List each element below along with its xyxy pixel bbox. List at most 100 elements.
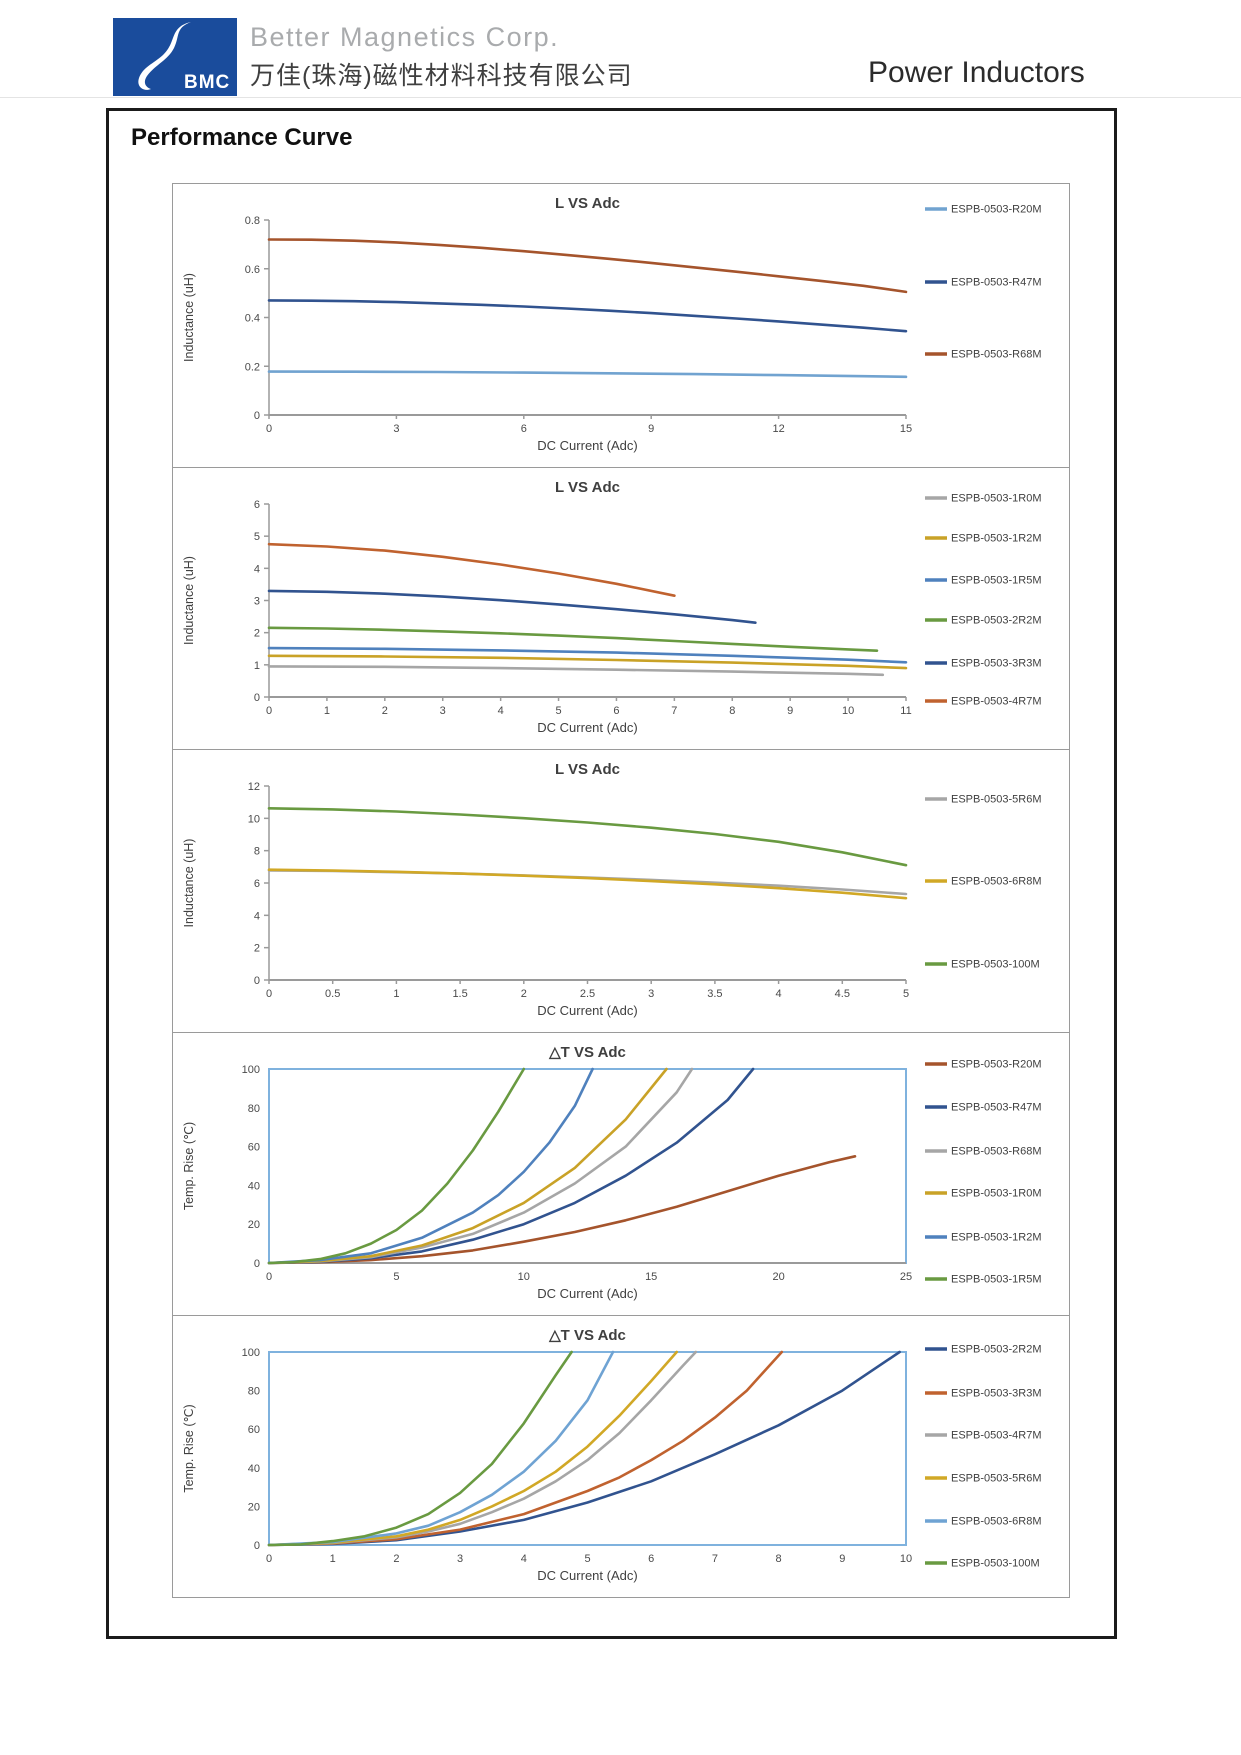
y-tick-label: 6	[254, 499, 260, 511]
product-title: Power Inductors	[868, 56, 1085, 89]
chart-dt-vs-adc-1: 0 20 40 60 80 100 0 5 10 15 20 25 △T VS Adc DC Curren…	[182, 1044, 1042, 1301]
series-ESPB-0503-3R3M	[267, 589, 757, 624]
y-axis-title: Temp. Rise (℃)	[182, 1404, 196, 1492]
chart-l-vs-adc-3: 0 2 4 6 8 10 12 0 0.5 1 1.5 2 2.5 3 3.5 4 4.5 5 L VS Adc DC…	[182, 761, 1042, 1018]
chart-title: △T VS Adc	[548, 1044, 626, 1061]
legend-label-ESPB-0503-R68M: ESPB-0503-R68M	[951, 349, 1042, 361]
x-tick-label: 3	[440, 705, 446, 717]
series-ESPB-0503-5R6M	[267, 1350, 679, 1547]
legend-label-ESPB-0503-R47M: ESPB-0503-R47M	[951, 277, 1042, 289]
x-tick-label: 7	[671, 705, 677, 717]
series-ESPB-0503-1R2M	[267, 1067, 594, 1265]
y-tick-label: 4	[254, 910, 260, 922]
series-ESPB-0503-1R5M	[267, 1067, 526, 1265]
y-axis-title: Inductance (uH)	[182, 556, 196, 645]
y-tick-label: 20	[248, 1219, 260, 1231]
series-ESPB-0503-6R8M	[267, 868, 908, 900]
chart-panel-2: 0 1 2 3 4 5 6 0 1 2 3 4 5 6 7 8 9 10 11 L VS Adc DC Current …	[173, 468, 1069, 749]
series-ESPB-0503-R47M	[267, 299, 908, 333]
y-tick-label: 0.2	[245, 361, 260, 373]
series-ESPB-0503-R20M	[267, 1155, 857, 1265]
x-axis-title: DC Current (Adc)	[537, 1568, 637, 1583]
chart-dt-vs-adc-2: 0 20 40 60 80 100 0 1 2 3 4 5 6 7 8 9 10 △T VS Adc DC Curr…	[182, 1327, 1042, 1583]
legend-label-ESPB-0503-3R3M: ESPB-0503-3R3M	[951, 658, 1042, 670]
x-tick-label: 0	[266, 423, 272, 435]
x-tick-label: 1.5	[452, 988, 467, 1000]
y-tick-label: 8	[254, 846, 260, 858]
y-tick-label: 5	[254, 531, 260, 543]
series-ESPB-0503-100M	[267, 1350, 573, 1547]
series-ESPB-0503-1R0M	[267, 665, 885, 677]
x-tick-label: 6	[648, 1553, 654, 1565]
panel-divider	[173, 749, 1069, 750]
series-ESPB-0503-2R2M	[267, 626, 879, 652]
plot-area-border	[268, 1351, 907, 1546]
series-ESPB-0503-R68M	[267, 1067, 694, 1265]
y-tick-label: 20	[248, 1501, 260, 1513]
logo-text: BMC	[184, 72, 230, 93]
legend-label-ESPB-0503-1R0M: ESPB-0503-1R0M	[951, 1188, 1042, 1200]
x-tick-label: 25	[900, 1271, 912, 1283]
x-tick-label: 6	[613, 705, 619, 717]
charts-container: 0 0.2 0.4 0.6 0.8 0 3 6 9 12 15 L VS Adc DC Current …	[172, 183, 1070, 1598]
bmc-logo-graphic: BMC	[113, 18, 237, 96]
series-ESPB-0503-4R7M	[267, 1350, 698, 1547]
x-axis-title: DC Current (Adc)	[537, 438, 637, 453]
series-ESPB-0503-100M	[267, 806, 908, 867]
series-ESPB-0503-R68M	[267, 238, 908, 294]
x-tick-label: 1	[393, 988, 399, 1000]
x-tick-label: 0	[266, 1271, 272, 1283]
legend-label-ESPB-0503-R68M: ESPB-0503-R68M	[951, 1146, 1042, 1158]
y-tick-label: 60	[248, 1424, 260, 1436]
y-tick-label: 0.6	[245, 264, 260, 276]
x-tick-label: 8	[729, 705, 735, 717]
legend-label-ESPB-0503-4R7M: ESPB-0503-4R7M	[951, 696, 1042, 708]
series-ESPB-0503-1R0M	[267, 1067, 668, 1265]
y-axis-title: Inductance (uH)	[182, 839, 196, 928]
chart-title: L VS Adc	[555, 761, 620, 778]
legend-label-ESPB-0503-6R8M: ESPB-0503-6R8M	[951, 876, 1042, 888]
series-ESPB-0503-R20M	[267, 370, 908, 379]
y-tick-label: 3	[254, 596, 260, 608]
y-tick-label: 40	[248, 1180, 260, 1192]
y-tick-label: 0	[254, 692, 260, 704]
x-tick-label: 4.5	[835, 988, 850, 1000]
y-tick-label: 0	[254, 975, 260, 987]
series-ESPB-0503-3R3M	[267, 1350, 784, 1547]
legend-label-ESPB-0503-1R5M: ESPB-0503-1R5M	[951, 575, 1042, 587]
chart-title: L VS Adc	[555, 479, 620, 496]
x-tick-label: 2	[382, 705, 388, 717]
y-tick-label: 0	[254, 1540, 260, 1552]
section-title: Performance Curve	[131, 124, 353, 151]
x-tick-label: 5	[555, 705, 561, 717]
legend-label-ESPB-0503-1R0M: ESPB-0503-1R0M	[951, 493, 1042, 505]
y-tick-label: 2	[254, 943, 260, 955]
panel-divider	[173, 1315, 1069, 1316]
series-ESPB-0503-4R7M	[267, 542, 676, 597]
x-tick-label: 20	[772, 1271, 784, 1283]
legend-label-ESPB-0503-2R2M: ESPB-0503-2R2M	[951, 615, 1042, 627]
y-tick-label: 6	[254, 878, 260, 890]
legend-label-ESPB-0503-1R5M: ESPB-0503-1R5M	[951, 1274, 1042, 1286]
x-tick-label: 1	[330, 1553, 336, 1565]
legend-label-ESPB-0503-R47M: ESPB-0503-R47M	[951, 1102, 1042, 1114]
x-tick-label: 0	[266, 988, 272, 1000]
x-tick-label: 10	[518, 1271, 530, 1283]
series-ESPB-0503-R47M	[267, 1067, 755, 1265]
legend-label-ESPB-0503-6R8M: ESPB-0503-6R8M	[951, 1516, 1042, 1528]
chart-panel-1: 0 0.2 0.4 0.6 0.8 0 3 6 9 12 15 L VS Adc DC Current …	[173, 184, 1069, 467]
x-axis-title: DC Current (Adc)	[537, 1003, 637, 1018]
y-tick-label: 80	[248, 1103, 260, 1115]
y-tick-label: 60	[248, 1142, 260, 1154]
x-tick-label: 5	[393, 1271, 399, 1283]
company-name-cn: 万佳(珠海)磁性材料科技有限公司	[250, 62, 633, 90]
x-tick-label: 4	[498, 705, 504, 717]
x-tick-label: 9	[839, 1553, 845, 1565]
chart-l-vs-adc-1: 0 0.2 0.4 0.6 0.8 0 3 6 9 12 15 L VS Adc DC Current …	[182, 195, 1042, 453]
header-divider	[0, 97, 1241, 98]
legend-label-ESPB-0503-1R2M: ESPB-0503-1R2M	[951, 1232, 1042, 1244]
chart-title: L VS Adc	[555, 195, 620, 212]
panel-divider	[173, 1032, 1069, 1033]
x-tick-label: 5	[584, 1553, 590, 1565]
chart-l-vs-adc-2: 0 1 2 3 4 5 6 0 1 2 3 4 5 6 7 8 9 10 11 L VS Adc DC Current …	[182, 479, 1042, 735]
